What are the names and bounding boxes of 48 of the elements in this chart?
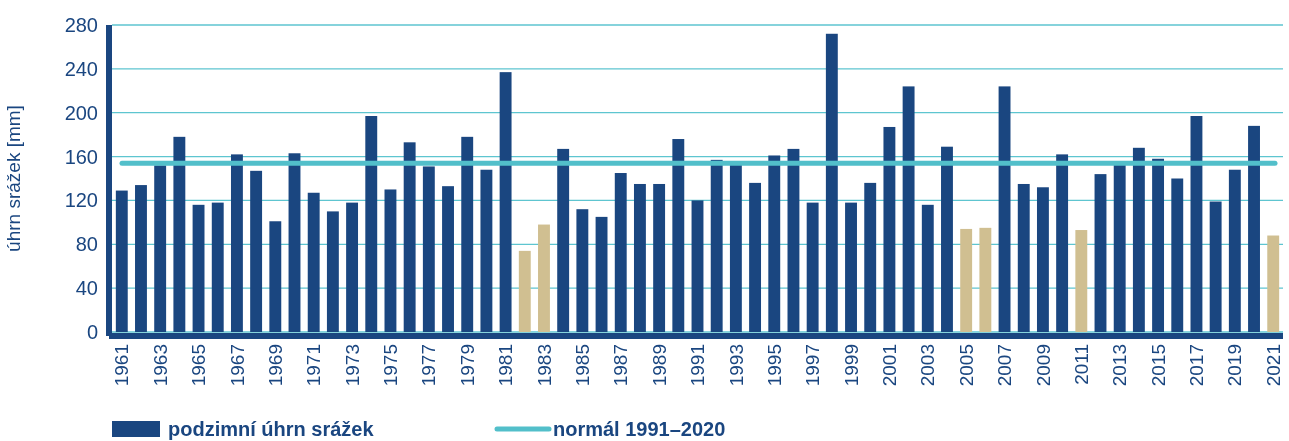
x-tick-label: 1989 bbox=[648, 344, 670, 387]
x-tick-label: 1999 bbox=[840, 344, 862, 387]
bar bbox=[960, 228, 973, 332]
x-tick-label: 2009 bbox=[1032, 344, 1054, 387]
bar bbox=[1075, 230, 1088, 332]
x-tick-label: 1961 bbox=[111, 344, 133, 387]
x-tick-label: 2019 bbox=[1224, 344, 1246, 387]
x-tick-label: 1963 bbox=[149, 344, 171, 387]
x-tick-label: 1967 bbox=[226, 344, 248, 387]
bar bbox=[1267, 235, 1280, 332]
x-tick-label: 2007 bbox=[994, 344, 1016, 387]
x-tick-label: 1973 bbox=[341, 344, 363, 387]
x-tick-label: 1969 bbox=[264, 344, 286, 387]
x-tick-label: 1977 bbox=[418, 344, 440, 387]
bar bbox=[518, 250, 531, 332]
x-tick-label: 1975 bbox=[380, 344, 402, 387]
y-tick-label: 200 bbox=[64, 101, 98, 124]
x-tick-label: 1983 bbox=[533, 344, 555, 387]
y-tick-label: 160 bbox=[64, 145, 98, 168]
y-tick-label: 120 bbox=[64, 189, 98, 212]
x-tick-label: 1995 bbox=[763, 344, 785, 387]
x-tick-label: 1979 bbox=[456, 344, 478, 387]
x-tick-label: 2011 bbox=[1070, 344, 1092, 385]
x-tick-label: 2003 bbox=[917, 344, 939, 387]
x-tick-label: 1971 bbox=[303, 344, 325, 387]
x-tick-label: 1991 bbox=[687, 344, 709, 387]
x-tick-label: 1985 bbox=[572, 344, 594, 387]
y-tick-label: 280 bbox=[64, 14, 98, 36]
y-axis-title: úhrn srážek [mm] bbox=[3, 105, 24, 252]
x-tick-label: 2013 bbox=[1109, 344, 1131, 387]
x-tick-label: 2001 bbox=[879, 344, 901, 387]
x-tick-label: 2017 bbox=[1186, 344, 1208, 387]
x-tick-label: 1987 bbox=[610, 344, 632, 387]
x-tick-label: 1981 bbox=[495, 344, 517, 387]
y-tick-label: 80 bbox=[75, 233, 98, 256]
legend-label: normál 1991–2020 bbox=[553, 418, 726, 440]
x-tick-label: 1965 bbox=[188, 344, 210, 387]
x-tick-label: 1993 bbox=[725, 344, 747, 387]
x-tick-label: 1997 bbox=[802, 344, 824, 387]
x-tick-label: 2021 bbox=[1262, 344, 1284, 387]
bar bbox=[538, 224, 550, 332]
x-tick-label: 2005 bbox=[955, 344, 977, 387]
y-tick-label: 40 bbox=[75, 277, 98, 300]
x-tick-label: 2015 bbox=[1147, 344, 1169, 387]
y-tick-label: 240 bbox=[64, 57, 98, 80]
legend-label: podzimní úhrn srážek bbox=[168, 418, 375, 440]
y-tick-label: 0 bbox=[86, 321, 98, 343]
bar bbox=[979, 227, 992, 332]
